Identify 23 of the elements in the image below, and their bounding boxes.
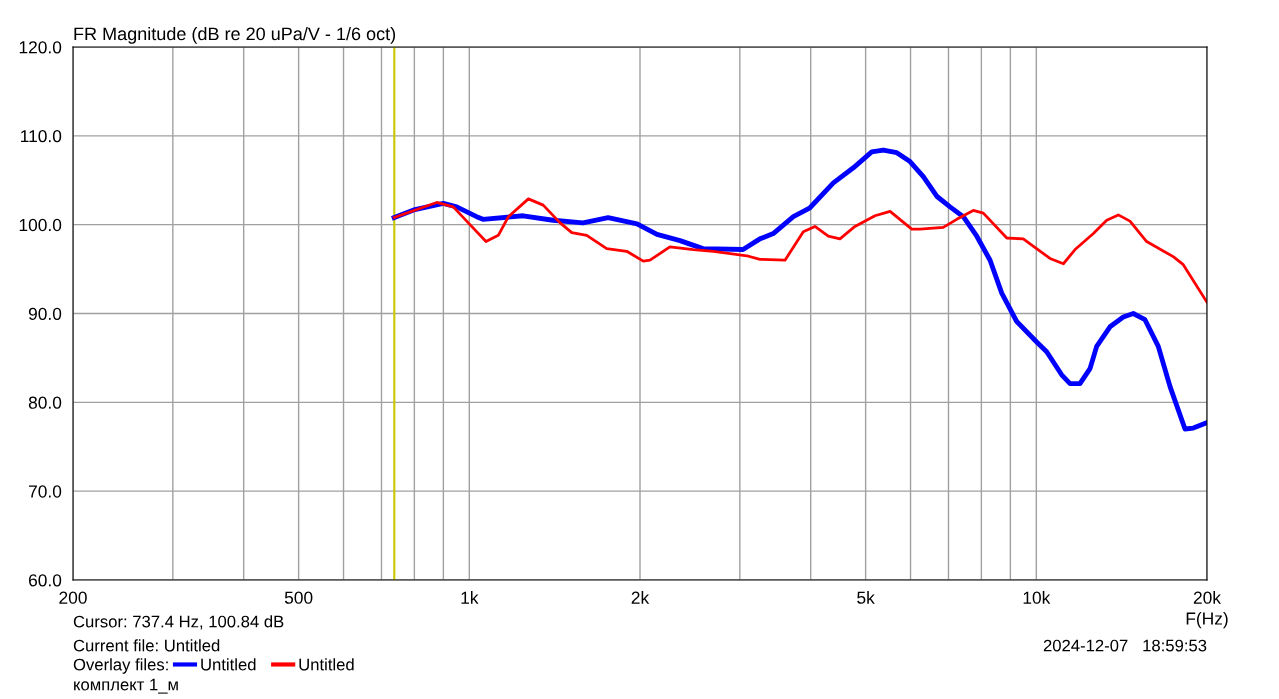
y-tick-label: 120.0 [19,41,62,54]
text: комплект 1_м [74,678,178,694]
x-tick-label: 20k [1193,591,1222,604]
legend-label: Untitled [201,658,256,671]
y-tick-label: 90.0 [28,307,62,320]
y-tick-label: 80.0 [28,396,62,409]
legend-label: Untitled [299,658,354,671]
x-tick-label: 2k [631,591,650,604]
y-tick-label: 70.0 [28,485,62,498]
y-tick-label: 100.0 [19,218,62,232]
x-tick-label: 10k [1023,591,1051,604]
x-tick-label: 1k [461,591,479,604]
y-tick-label: 110.0 [21,130,62,143]
text: Cursor: 737.4 Hz, 100.84 dB [73,615,284,630]
text: Overlay files: [73,658,168,674]
x-tick-label: 200 [59,591,87,604]
x-tick-label: 5k [857,591,875,604]
x-tick-label: 500 [284,591,313,604]
chart-title: FR Magnitude (dB re 20 uPa/V - 1/6 oct) [74,26,396,44]
text: Current file: Untitled [73,639,220,652]
x-axis-title: F(Hz) [1186,611,1228,629]
text: 2024-12-07 18:59:53 [1043,639,1207,652]
y-tick-label: 60.0 [28,574,62,587]
